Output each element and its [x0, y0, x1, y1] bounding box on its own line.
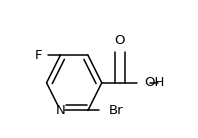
Text: OH: OH [145, 76, 165, 89]
Text: O: O [114, 34, 125, 47]
Text: Br: Br [109, 104, 123, 117]
Text: F: F [35, 49, 42, 62]
Text: N: N [55, 104, 65, 117]
